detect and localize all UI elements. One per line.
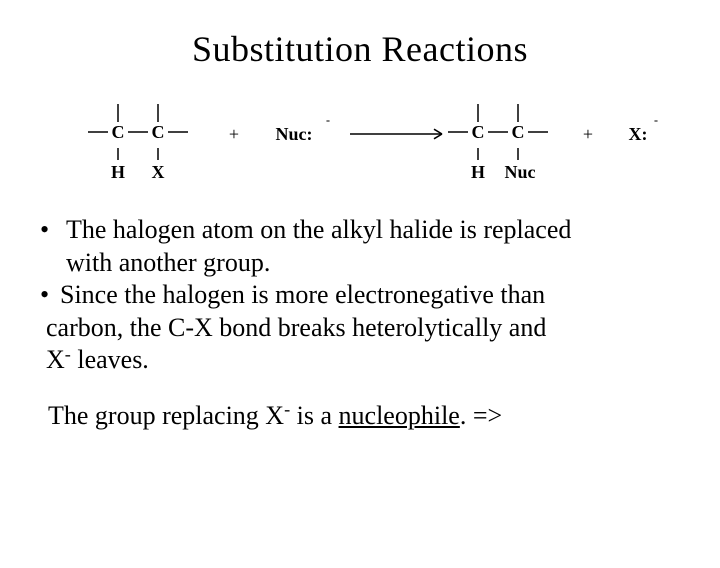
svg-text:Nuc: Nuc (505, 162, 536, 182)
bullet-list: • The halogen atom on the alkyl halide i… (38, 214, 690, 377)
svg-text:C: C (112, 122, 125, 142)
svg-text:C: C (512, 122, 525, 142)
closing-d: . => (460, 401, 502, 430)
svg-text:Nuc:: Nuc: (276, 124, 313, 144)
svg-text:C: C (472, 122, 485, 142)
bullet-text: with another group. (66, 247, 690, 280)
bullet-text: Since the halogen is more electronegativ… (60, 279, 690, 312)
svg-text:+: + (229, 124, 239, 144)
minus-icon: - (65, 344, 71, 364)
closing-b: is a (290, 401, 338, 430)
minus-icon: - (284, 399, 290, 419)
svg-text:-: - (326, 113, 330, 127)
bullet-text: The halogen atom on the alkyl halide is … (66, 214, 690, 247)
svg-text:H: H (111, 162, 125, 182)
svg-text:-: - (654, 113, 658, 127)
bullet-icon: • (38, 279, 60, 312)
list-item: • The halogen atom on the alkyl halide i… (38, 214, 690, 247)
closing-a: The group replacing X (48, 401, 284, 430)
variable-x: X (46, 345, 65, 374)
page-title: Substitution Reactions (40, 28, 680, 70)
svg-text:X:: X: (629, 124, 648, 144)
bullet-icon: • (38, 214, 66, 247)
svg-text:+: + (583, 124, 593, 144)
svg-text:X: X (152, 162, 165, 182)
closing-line: The group replacing X- is a nucleophile.… (48, 401, 720, 431)
bullet-text: X- leaves. (38, 344, 690, 377)
list-item: • Since the halogen is more electronegat… (38, 279, 690, 312)
bullet-text-tail: leaves. (71, 345, 149, 374)
svg-text:H: H (471, 162, 485, 182)
nucleophile-term: nucleophile (339, 401, 460, 430)
reaction-diagram: CCHX+Nuc:-CCHNuc+X:- (48, 94, 720, 184)
svg-text:C: C (152, 122, 165, 142)
bullet-text: carbon, the C-X bond breaks heterolytica… (38, 312, 690, 345)
list-item: with another group. (38, 247, 690, 280)
